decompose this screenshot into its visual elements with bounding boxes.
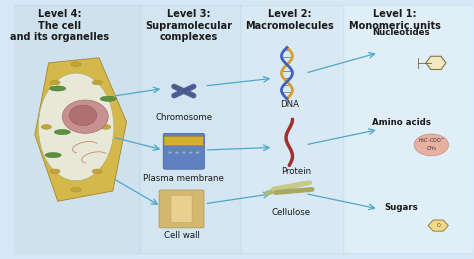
Ellipse shape xyxy=(69,105,97,126)
Polygon shape xyxy=(426,56,446,69)
Polygon shape xyxy=(35,58,127,201)
Ellipse shape xyxy=(101,125,111,129)
FancyBboxPatch shape xyxy=(139,5,242,254)
Ellipse shape xyxy=(182,151,186,154)
FancyBboxPatch shape xyxy=(164,136,203,146)
FancyBboxPatch shape xyxy=(159,190,204,228)
Polygon shape xyxy=(428,220,448,231)
FancyBboxPatch shape xyxy=(171,195,192,222)
Ellipse shape xyxy=(63,100,108,133)
Ellipse shape xyxy=(41,125,51,129)
Ellipse shape xyxy=(92,169,102,174)
Ellipse shape xyxy=(189,151,192,154)
Ellipse shape xyxy=(168,151,172,154)
Text: Level 2:
Macromolecules: Level 2: Macromolecules xyxy=(245,9,334,31)
Text: Cellulose: Cellulose xyxy=(272,208,311,217)
Text: $CH_4$: $CH_4$ xyxy=(426,144,437,153)
Text: Level 1:
Monomeric units: Level 1: Monomeric units xyxy=(349,9,441,31)
Text: O: O xyxy=(437,223,440,228)
FancyBboxPatch shape xyxy=(13,5,141,254)
Text: $H_2C$-COO$^-$: $H_2C$-COO$^-$ xyxy=(418,136,445,146)
Text: Nucleotides: Nucleotides xyxy=(373,28,430,37)
Text: Sugars: Sugars xyxy=(385,203,419,212)
Text: Level 3:
Supramolecular
complexes: Level 3: Supramolecular complexes xyxy=(145,9,232,42)
Ellipse shape xyxy=(100,96,116,101)
Text: Chromosome: Chromosome xyxy=(155,113,212,122)
Text: Level 4:
The cell
and its organelles: Level 4: The cell and its organelles xyxy=(10,9,109,42)
Text: Cell wall: Cell wall xyxy=(164,231,200,240)
Ellipse shape xyxy=(50,86,66,91)
Ellipse shape xyxy=(71,188,81,192)
Text: DNA: DNA xyxy=(280,100,299,109)
FancyBboxPatch shape xyxy=(343,5,474,254)
Ellipse shape xyxy=(196,151,200,154)
Ellipse shape xyxy=(414,134,448,156)
Text: Amino acids: Amino acids xyxy=(372,118,431,127)
Ellipse shape xyxy=(50,80,60,85)
Text: Protein: Protein xyxy=(281,167,311,176)
FancyBboxPatch shape xyxy=(240,5,345,254)
Ellipse shape xyxy=(50,169,60,174)
Text: Plasma membrane: Plasma membrane xyxy=(143,174,224,183)
Ellipse shape xyxy=(55,130,70,135)
Ellipse shape xyxy=(175,151,179,154)
Ellipse shape xyxy=(92,80,102,85)
Ellipse shape xyxy=(71,62,81,67)
FancyBboxPatch shape xyxy=(163,133,204,169)
Ellipse shape xyxy=(45,153,61,158)
Ellipse shape xyxy=(38,73,114,181)
